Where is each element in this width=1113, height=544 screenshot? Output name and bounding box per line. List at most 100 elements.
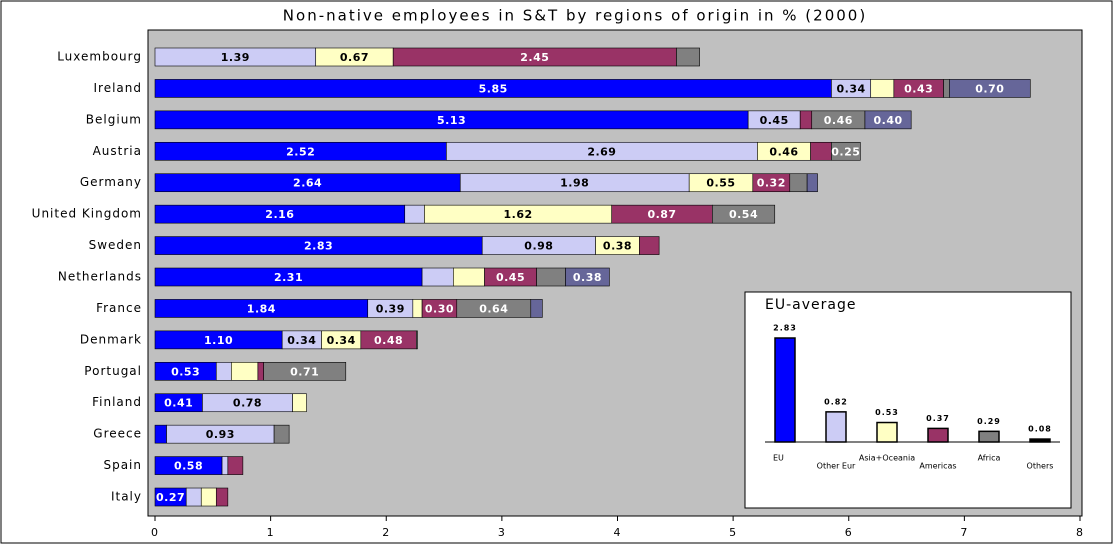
- inset-category-label: EU: [773, 454, 784, 463]
- x-tick-label: 1: [267, 526, 275, 539]
- category-label: United Kingdom: [32, 207, 142, 221]
- data-label: 2.64: [293, 177, 322, 190]
- bar-segment: [810, 141, 832, 161]
- bar-segment: [870, 79, 895, 98]
- data-label: 0.45: [760, 114, 789, 127]
- data-label: 2.16: [265, 208, 294, 221]
- data-label: 5.85: [479, 82, 508, 95]
- bar-segment: [789, 173, 808, 193]
- data-label: 0.70: [975, 82, 1004, 95]
- inset-title: EU-average: [765, 297, 856, 313]
- bar-segment: [806, 173, 818, 193]
- data-label: 2.69: [587, 145, 616, 158]
- x-tick-label: 3: [498, 526, 506, 539]
- data-label: 0.39: [376, 302, 405, 315]
- bar-segment: [565, 267, 610, 287]
- inset-box: [744, 291, 1072, 509]
- data-label: 0.34: [287, 334, 316, 347]
- data-label: 0.38: [573, 271, 602, 284]
- inset-bar: [774, 337, 796, 443]
- data-label: 0.71: [290, 365, 319, 378]
- category-label: Netherlands: [58, 270, 142, 284]
- category-label: France: [96, 301, 142, 315]
- inset-bar: [876, 421, 898, 443]
- data-label: 0.45: [496, 271, 525, 284]
- data-label: 0.87: [647, 208, 676, 221]
- data-label: 0.41: [164, 397, 193, 410]
- bar-segment: [231, 361, 259, 381]
- bar-segment: [185, 487, 202, 507]
- data-label: 0.32: [757, 177, 786, 190]
- data-label: 1.39: [221, 51, 250, 64]
- data-label: 0.34: [327, 334, 356, 347]
- data-label: 0.27: [156, 491, 185, 504]
- bar-segment: [799, 110, 813, 130]
- category-label: Belgium: [86, 112, 142, 126]
- category-label: Denmark: [80, 332, 142, 346]
- inset-category-label: Others: [1027, 462, 1054, 471]
- bar-segment: [864, 110, 912, 130]
- data-label: 0.30: [425, 302, 454, 315]
- category-label: Luxembourg: [57, 50, 142, 64]
- data-label: 0.25: [831, 145, 860, 158]
- x-tick-label: 8: [1076, 526, 1084, 539]
- inset-category-label: Other Eur: [817, 462, 856, 471]
- data-label: 2.45: [520, 51, 549, 64]
- data-label: 0.46: [769, 145, 798, 158]
- data-label: 2.31: [274, 271, 303, 284]
- data-label: 0.64: [479, 302, 508, 315]
- category-label: Italy: [111, 490, 142, 504]
- bar-segment: [292, 393, 307, 413]
- inset-value-label: 2.83: [773, 324, 797, 333]
- data-label: 0.54: [729, 208, 758, 221]
- bar-segment: [273, 424, 290, 444]
- x-tick-label: 6: [845, 526, 853, 539]
- data-label: 0.38: [603, 240, 632, 253]
- category-label: Portugal: [84, 364, 142, 378]
- data-label: 0.58: [174, 460, 203, 473]
- data-label: 0.46: [824, 114, 853, 127]
- category-label: Austria: [93, 144, 142, 158]
- inset-category-label: Africa: [978, 454, 1001, 463]
- category-label: Germany: [80, 175, 142, 189]
- category-label: Finland: [92, 395, 142, 409]
- data-label: 1.62: [503, 208, 532, 221]
- bar-segment: [404, 204, 425, 224]
- inset-bar: [978, 430, 1000, 443]
- category-label: Spain: [103, 458, 142, 472]
- inset-bar: [927, 427, 949, 443]
- x-tick-label: 7: [960, 526, 968, 539]
- bar-segment: [263, 361, 347, 381]
- data-label: 0.67: [340, 51, 369, 64]
- bar-segment: [200, 487, 217, 507]
- data-label: 0.98: [524, 240, 553, 253]
- bar-segment: [416, 330, 418, 350]
- category-label: Greece: [93, 427, 142, 441]
- x-tick-label: 0: [151, 526, 159, 539]
- bar-segment: [453, 267, 485, 287]
- bar-segment: [943, 79, 950, 98]
- bar-segment: [676, 47, 700, 67]
- inset-value-label: 0.08: [1028, 425, 1052, 434]
- data-label: 0.55: [706, 177, 735, 190]
- data-label: 0.40: [873, 114, 902, 127]
- category-label: Ireland: [93, 81, 142, 95]
- x-tick-label: 5: [729, 526, 737, 539]
- bar-segment: [227, 456, 244, 475]
- data-label: 0.34: [836, 82, 865, 95]
- data-label: 0.78: [233, 397, 262, 410]
- bar-segment: [536, 267, 566, 287]
- data-label: 1.10: [204, 334, 233, 347]
- bar-segment: [215, 487, 229, 507]
- bar-segment: [154, 424, 167, 444]
- x-tick-label: 4: [614, 526, 622, 539]
- inset-value-label: 0.37: [926, 414, 950, 423]
- bar-segment: [412, 299, 423, 318]
- bar-segment: [215, 361, 232, 381]
- inset-value-label: 0.82: [824, 397, 848, 406]
- data-label: 0.43: [904, 82, 933, 95]
- data-label: 0.53: [171, 365, 200, 378]
- data-label: 0.48: [374, 334, 403, 347]
- chart-title: Non-native employees in S&T by regions o…: [283, 7, 867, 25]
- inset-value-label: 0.29: [977, 417, 1001, 426]
